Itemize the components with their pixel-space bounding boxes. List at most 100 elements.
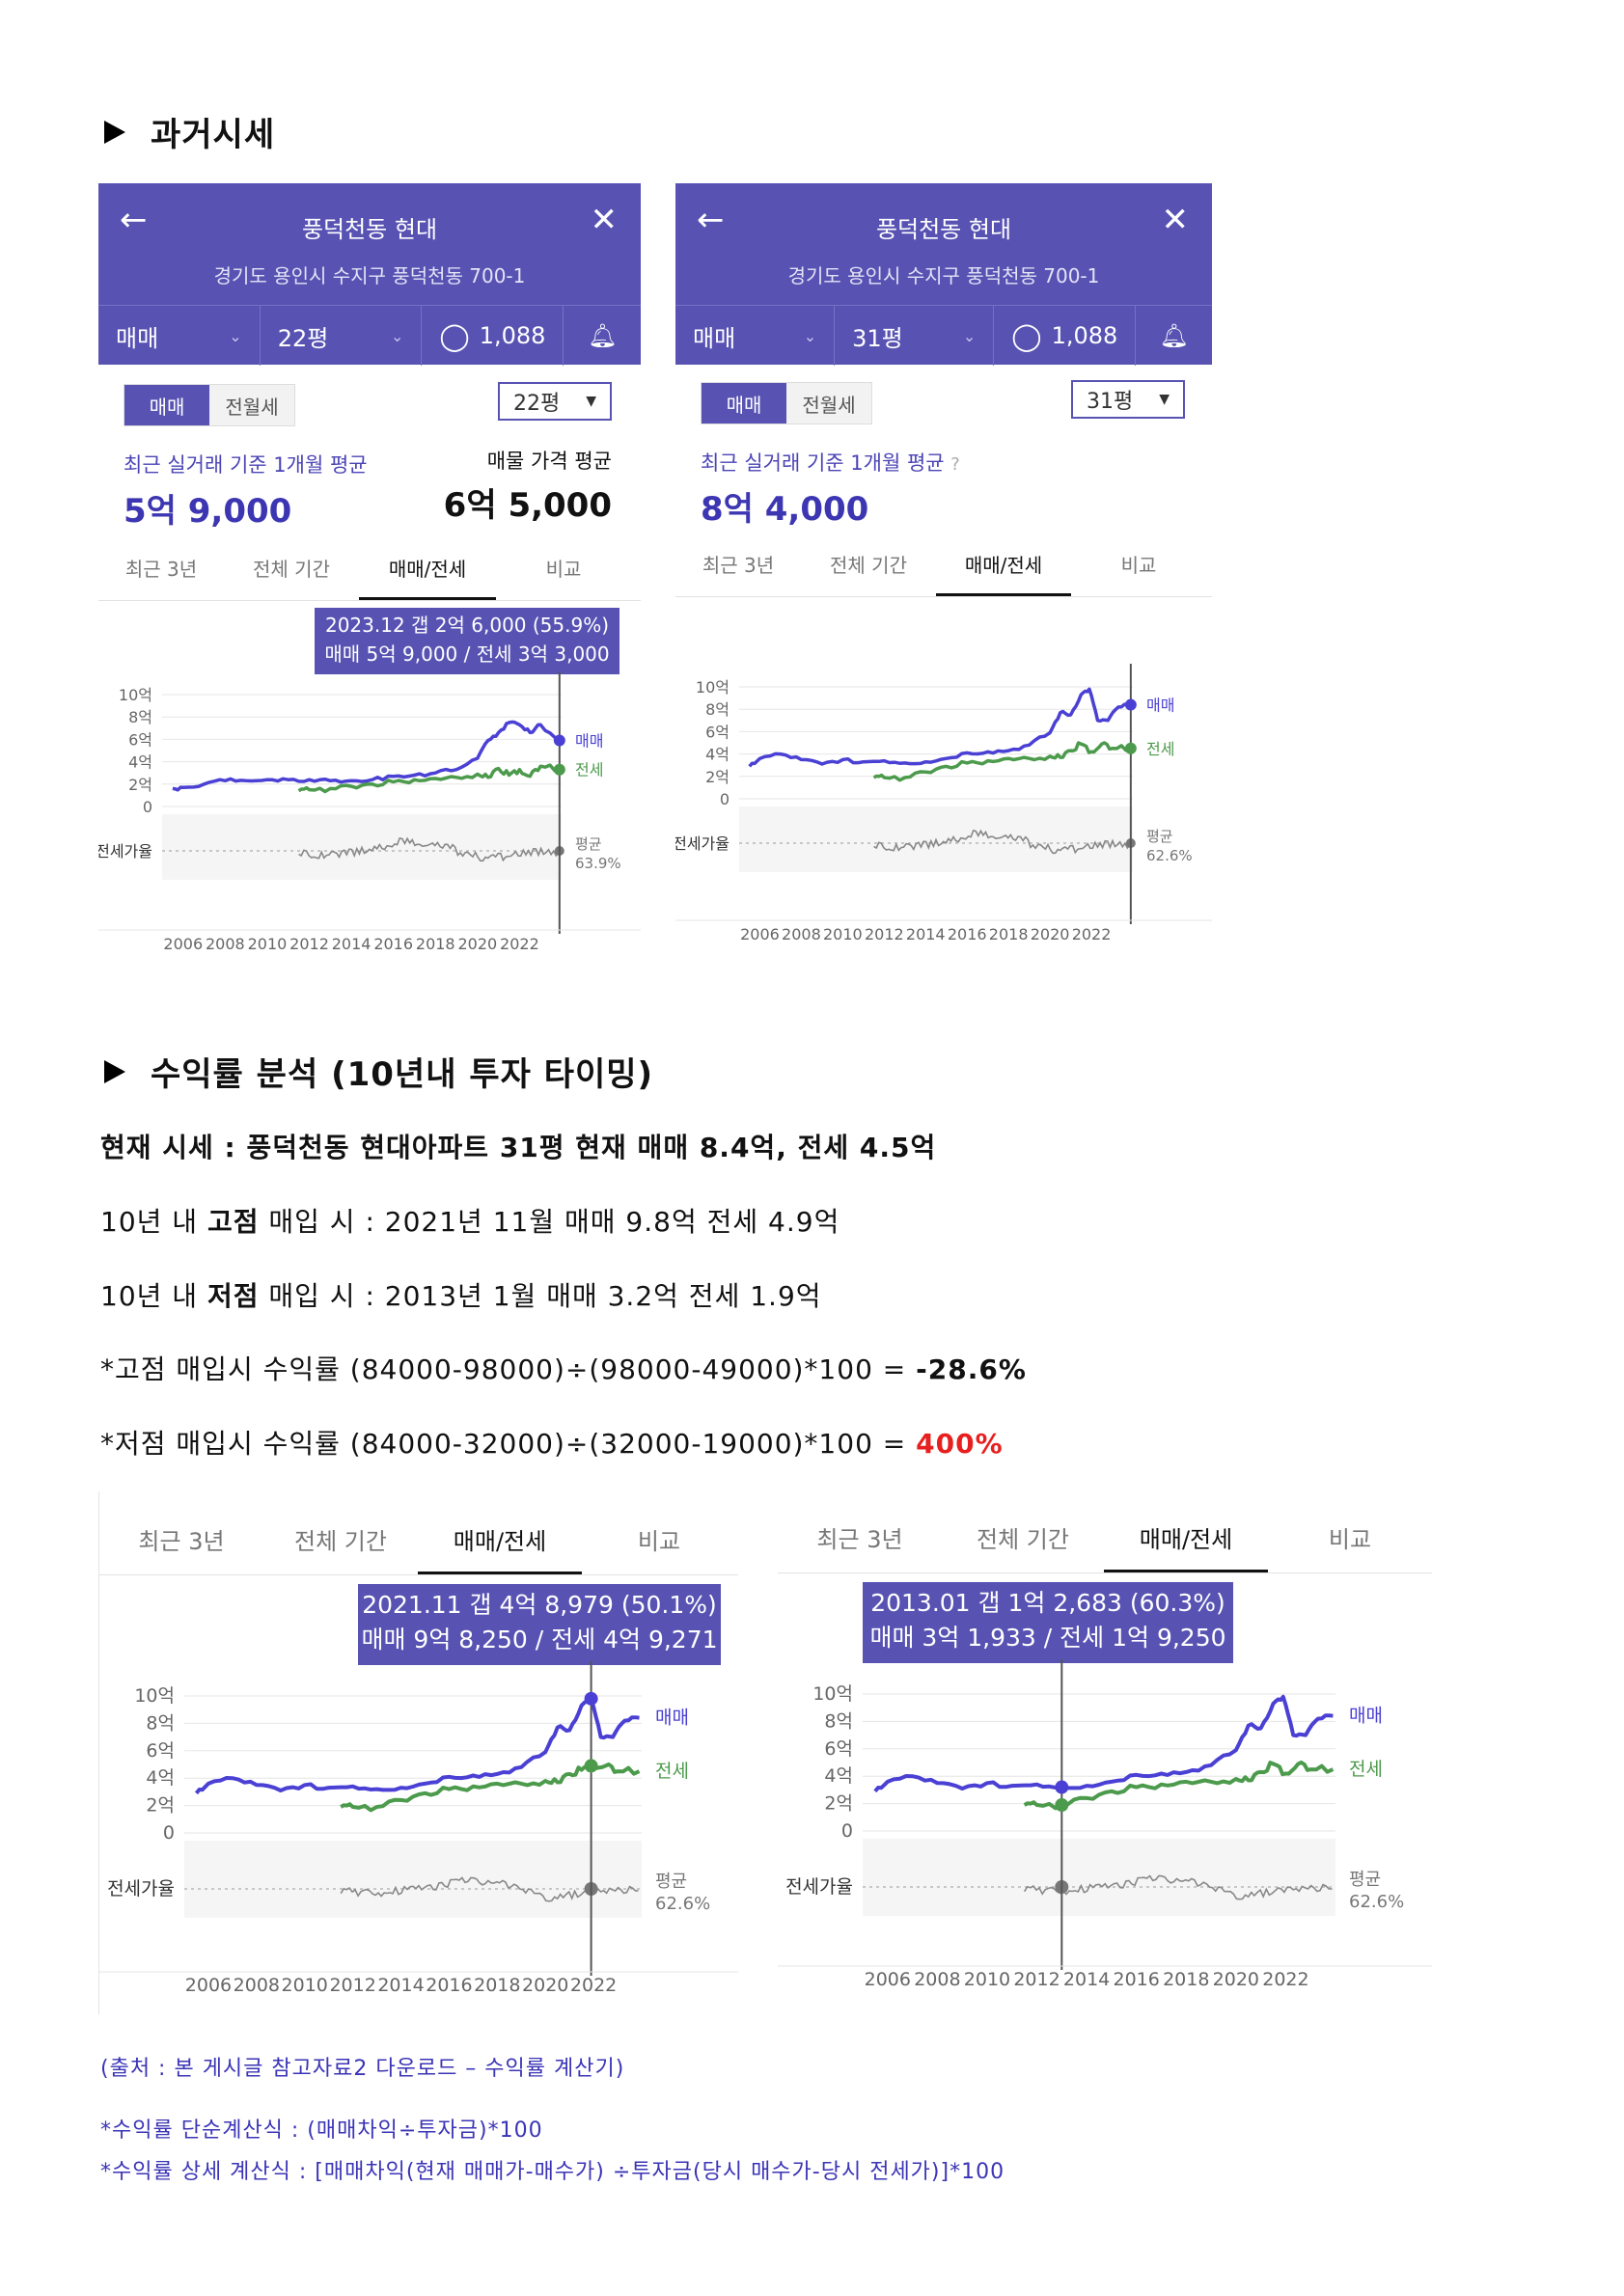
tab-all-period[interactable]: 전체 기간 xyxy=(253,558,330,581)
ratio-axis-label: 전세가율 xyxy=(675,834,729,853)
size-select[interactable]: 31평 ⌄ xyxy=(835,306,995,366)
tab-sale-jeonse[interactable]: 매매/전세 xyxy=(936,550,1071,596)
chart-tooltip: 2013.01 갭 1억 2,683 (60.3%) 매매 3억 1,933 /… xyxy=(863,1582,1233,1663)
avg-value: 8억 4,000 xyxy=(701,490,869,529)
y-tick-label: 4억 xyxy=(824,1765,853,1787)
tab-recent-3y[interactable]: 최근 3년 xyxy=(138,1528,225,1555)
high-point-line: 10년 내 고점 매입 시 : 2021년 11월 매매 9.8억 전세 4.9… xyxy=(100,1206,840,1238)
help-icon[interactable]: ? xyxy=(950,454,960,475)
peak-chart-panel: 최근 3년 전체 기간 매매/전세 비교 2021.11 갭 4억 8,979 … xyxy=(98,1491,738,2014)
chart-tabs: 최근 3년 전체 기간 매매/전세 비교 xyxy=(675,550,1212,597)
average-value: 62.6% xyxy=(1349,1892,1404,1912)
x-tick-label: 2018 xyxy=(989,925,1029,943)
ratio-axis-label: 전세가율 xyxy=(107,1878,175,1900)
x-tick-label: 2012 xyxy=(1013,1969,1060,1990)
tab-all-period[interactable]: 전체 기간 xyxy=(830,554,907,577)
size-dropdown[interactable]: 31평 ▼ xyxy=(1071,380,1185,419)
tab-recent-3y[interactable]: 최근 3년 xyxy=(702,554,775,577)
y-tick-label: 4억 xyxy=(128,753,152,772)
y-tick-label: 8억 xyxy=(146,1712,175,1734)
average-value: 62.6% xyxy=(1146,847,1193,864)
series-label-sale: 매매 xyxy=(575,732,603,751)
toggle-rent[interactable]: 전월세 xyxy=(786,383,871,424)
tab-sale-jeonse[interactable]: 매매/전세 xyxy=(1104,1520,1268,1572)
highlight-dot-jeonse xyxy=(584,1759,598,1773)
series-label-sale: 매매 xyxy=(1349,1706,1383,1727)
trade-type-select[interactable]: 매매 ⌄ xyxy=(98,306,261,366)
tab-all-period[interactable]: 전체 기간 xyxy=(294,1528,387,1555)
toggle-rent[interactable]: 전월세 xyxy=(209,385,294,425)
series-label-jeonse: 전세 xyxy=(1146,740,1174,758)
comments-button[interactable]: ◯ 1,088 xyxy=(422,306,564,366)
y-tick-label: 6억 xyxy=(128,730,152,749)
ratio-line xyxy=(298,836,560,862)
triangle-bullet-icon xyxy=(104,1059,125,1083)
toggle-sale[interactable]: 매매 xyxy=(702,383,786,424)
y-tick-label: 2억 xyxy=(824,1793,853,1815)
chart-tabs: 최근 3년 전체 기간 매매/전세 비교 xyxy=(99,1522,738,1575)
y-tick-label: 8억 xyxy=(705,700,729,719)
x-tick-label: 2020 xyxy=(1031,925,1070,943)
tab-compare[interactable]: 비교 xyxy=(1120,554,1157,577)
back-arrow-icon[interactable]: ← xyxy=(120,201,148,239)
ratio-line xyxy=(873,829,1131,855)
x-tick-label: 2018 xyxy=(474,1975,520,1996)
series-line-jeonse xyxy=(297,763,561,794)
x-tick-label: 2014 xyxy=(1063,1969,1110,1990)
bell-icon[interactable]: 🔔︎ xyxy=(1159,322,1189,349)
low-point-line: 10년 내 저점 매입 시 : 2013년 1월 매매 3.2억 전세 1.9억 xyxy=(100,1280,822,1312)
close-icon[interactable]: ✕ xyxy=(1161,201,1190,239)
series-line-jeonse xyxy=(872,741,1132,782)
ratio-axis-label: 전세가율 xyxy=(98,842,152,861)
series-line-sale xyxy=(194,1696,640,1795)
panel-header: ← 풍덕천동 현대 ✕ 경기도 용인시 수지구 풍덕천동 700-1 매매 ⌄ 3… xyxy=(675,183,1212,366)
series-line-jeonse xyxy=(1023,1760,1335,1811)
series-label-sale: 매매 xyxy=(655,1708,689,1729)
tab-all-period[interactable]: 전체 기간 xyxy=(977,1526,1069,1553)
series-line-sale xyxy=(172,720,561,792)
tab-recent-3y[interactable]: 최근 3년 xyxy=(816,1526,903,1553)
size-dropdown[interactable]: 22평 ▼ xyxy=(498,382,612,421)
x-tick-label: 2022 xyxy=(500,935,539,953)
toggle-sale[interactable]: 매매 xyxy=(124,385,209,425)
y-tick-label: 2억 xyxy=(146,1795,175,1817)
tab-compare[interactable]: 비교 xyxy=(1328,1526,1372,1553)
deal-type-toggle: 매매 전월세 xyxy=(701,382,872,424)
tab-sale-jeonse[interactable]: 매매/전세 xyxy=(359,554,496,600)
highlight-dot-sale xyxy=(553,734,565,747)
chevron-down-icon: ⌄ xyxy=(229,326,242,345)
price-panel-22: ← 풍덕천동 현대 ✕ 경기도 용인시 수지구 풍덕천동 700-1 매매 ⌄ 2… xyxy=(98,183,641,965)
tab-compare[interactable]: 비교 xyxy=(637,1528,681,1555)
current-price-line: 현재 시세 : 풍덕천동 현대아파트 31평 현재 매매 8.4억, 전세 4.… xyxy=(100,1132,937,1163)
detailed-formula-note: *수익률 상세 계산식 : [매매차익(현재 매매가-매수가) ÷투자금(당시 … xyxy=(100,2160,1005,2184)
average-label: 평균 xyxy=(1146,828,1173,845)
x-tick-label: 2006 xyxy=(865,1969,911,1990)
highlight-dot-jeonse xyxy=(553,763,565,776)
panel-header: ← 풍덕천동 현대 ✕ 경기도 용인시 수지구 풍덕천동 700-1 매매 ⌄ 2… xyxy=(98,183,641,366)
x-tick-label: 2006 xyxy=(185,1975,232,1996)
close-icon[interactable]: ✕ xyxy=(590,201,619,239)
caret-down-icon: ▼ xyxy=(586,394,596,409)
y-tick-label: 0 xyxy=(143,798,152,816)
tab-recent-3y[interactable]: 최근 3년 xyxy=(124,558,198,581)
section-title-past-prices: 과거시세 xyxy=(104,108,275,155)
price-panel-31: ← 풍덕천동 현대 ✕ 경기도 용인시 수지구 풍덕천동 700-1 매매 ⌄ 3… xyxy=(675,183,1212,955)
x-tick-label: 2020 xyxy=(457,935,497,953)
trade-type-select[interactable]: 매매 ⌄ xyxy=(675,306,836,366)
comments-button[interactable]: ◯ 1,088 xyxy=(994,306,1137,366)
avg-label: 최근 실거래 기준 1개월 평균 ? xyxy=(701,451,960,475)
y-tick-label: 0 xyxy=(163,1822,175,1844)
chart-tooltip: 2021.11 갭 4억 8,979 (50.1%) 매매 9억 8,250 /… xyxy=(358,1584,721,1665)
bell-icon[interactable]: 🔔︎ xyxy=(587,322,618,349)
size-select[interactable]: 22평 ⌄ xyxy=(261,306,423,366)
tab-sale-jeonse[interactable]: 매매/전세 xyxy=(418,1522,582,1574)
back-arrow-icon[interactable]: ← xyxy=(697,201,725,239)
filter-bar: 매매 ⌄ 22평 ⌄ ◯ 1,088 🔔︎ xyxy=(98,305,641,366)
panel-title: 풍덕천동 현대 xyxy=(301,216,438,243)
x-tick-label: 2008 xyxy=(206,935,245,953)
x-tick-label: 2020 xyxy=(1213,1969,1259,1990)
y-tick-label: 10억 xyxy=(696,678,729,697)
tab-compare[interactable]: 비교 xyxy=(545,558,582,581)
